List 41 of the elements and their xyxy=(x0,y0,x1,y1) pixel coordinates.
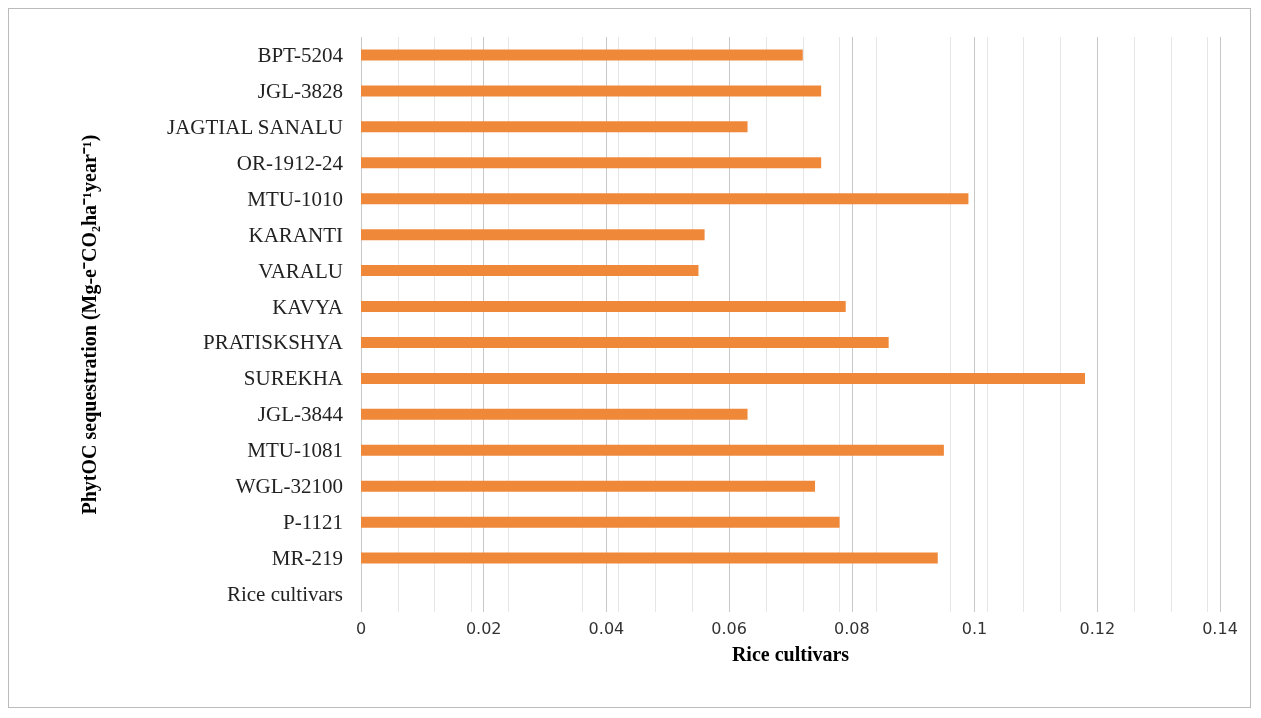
y-tick-label: JGL-3844 xyxy=(257,402,344,427)
bar xyxy=(361,372,1086,384)
x-tick-label: 0 xyxy=(355,618,367,638)
y-tick-label: PRATISKSHYA xyxy=(202,330,344,355)
x-axis-title: Rice cultivars xyxy=(731,643,850,665)
bar xyxy=(361,265,699,277)
x-tick-label: 0.14 xyxy=(1202,618,1238,638)
bar xyxy=(361,552,938,564)
y-tick-label: KAVYA xyxy=(272,294,344,319)
bar xyxy=(361,49,803,61)
y-tick-label: MTU-1010 xyxy=(247,186,343,211)
bar xyxy=(361,85,822,97)
bar xyxy=(361,193,969,205)
y-tick-label: P-1121 xyxy=(283,510,343,535)
y-tick-label: VARALU xyxy=(258,258,343,283)
y-tick-label: BPT-5204 xyxy=(257,42,344,67)
y-tick-label: WGL-32100 xyxy=(235,474,343,499)
x-tick-label: 0.06 xyxy=(711,618,747,638)
bar xyxy=(361,121,748,133)
y-tick-label: Rice cultivars xyxy=(226,582,343,607)
bar xyxy=(361,157,822,169)
x-tick-label: 0.02 xyxy=(465,618,502,638)
y-tick-label: JGL-3828 xyxy=(257,78,343,103)
y-axis-title: PhytOC sequestration (Mg-e⁻CO₂ha⁻¹year⁻¹) xyxy=(78,134,101,515)
x-tick-label: 0.1 xyxy=(961,618,988,638)
bar xyxy=(361,301,846,313)
y-tick-label: JAGTIAL SANALU xyxy=(167,114,343,139)
y-tick-label: OR-1912-24 xyxy=(236,150,344,175)
y-tick-label: MTU-1081 xyxy=(247,438,343,463)
bar xyxy=(361,444,944,456)
bar xyxy=(361,408,748,420)
bar xyxy=(361,229,705,241)
y-tick-label: KARANTI xyxy=(248,222,343,247)
bar xyxy=(361,480,816,492)
bar xyxy=(361,336,889,348)
y-tick-label: SUREKHA xyxy=(243,366,344,391)
x-tick-label: 0.12 xyxy=(1079,618,1116,638)
y-tick-label: MR-219 xyxy=(271,546,343,571)
bar xyxy=(361,516,840,528)
x-tick-label: 0.04 xyxy=(588,618,625,638)
x-tick-label: 0.08 xyxy=(834,618,870,638)
